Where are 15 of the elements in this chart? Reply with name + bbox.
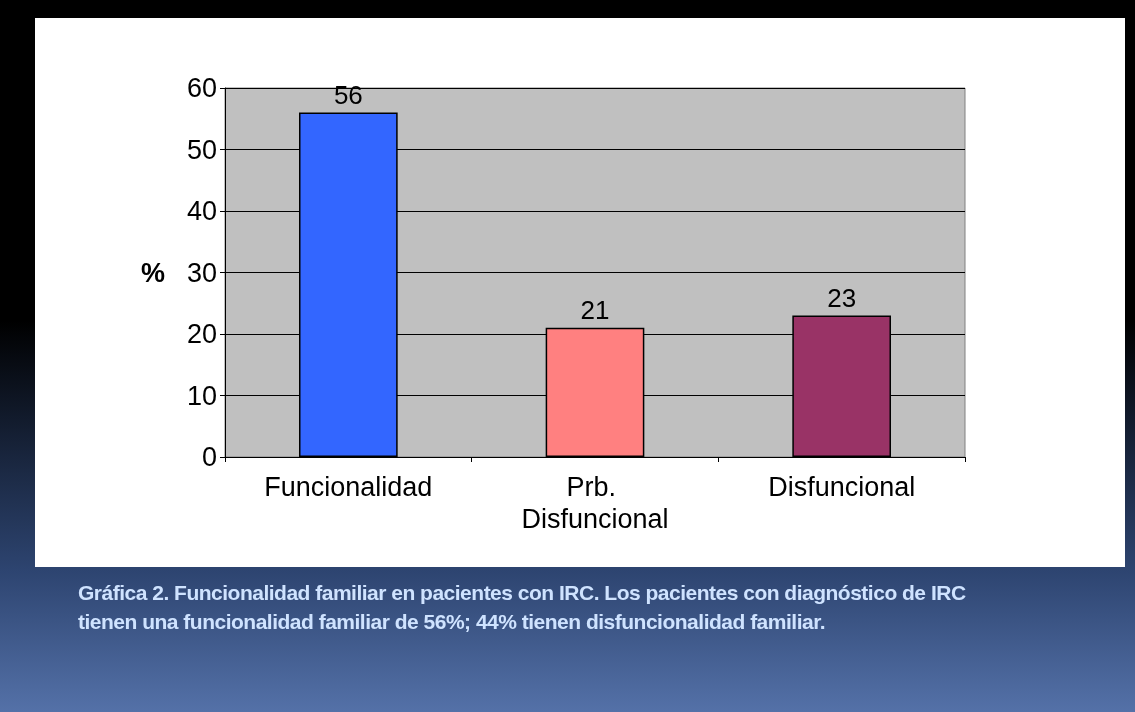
y-tick-label: 40	[186, 196, 217, 226]
data-label: 21	[580, 294, 610, 325]
text: Gráfica 2. Funcionalidad familiar en pacientes con IRC. Los pacientes con diagnóstico de IRC tienen una funcionalidad familiar de 56%; 44% tienen disfuncionalidad familiar.	[78, 580, 967, 635]
y-tick-label: 20	[186, 319, 217, 349]
x-tick-label: Disfuncional	[768, 472, 916, 502]
data-label: 56	[333, 79, 363, 110]
y-tick-label: 50	[186, 134, 217, 165]
data-label: 23	[827, 282, 857, 313]
y-tick-label: 0	[201, 442, 217, 472]
y-axis-title: %	[140, 257, 165, 288]
x-tick-label: Funcionalidad	[264, 472, 433, 502]
y-tick-label: 60	[186, 73, 217, 103]
y-tick-label: 10	[186, 380, 217, 411]
x-tick-label: Prb. Disfuncional	[521, 472, 669, 534]
y-tick-label: 30	[186, 257, 217, 288]
